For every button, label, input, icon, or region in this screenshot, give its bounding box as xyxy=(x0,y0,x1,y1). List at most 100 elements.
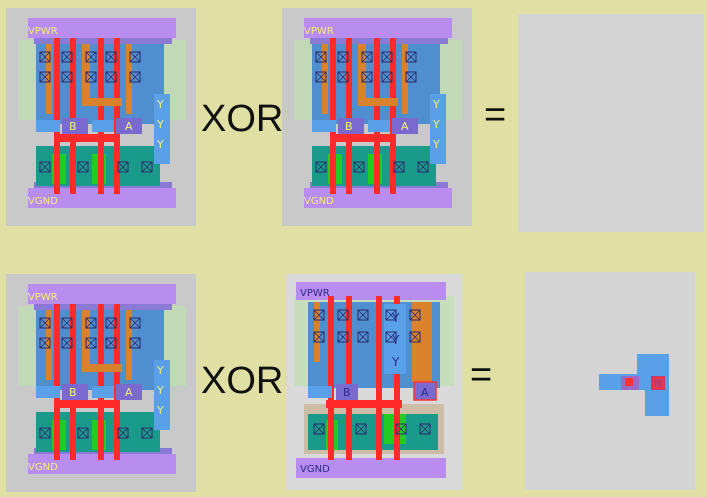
contact-cross xyxy=(337,71,349,83)
contact-icon xyxy=(419,423,431,435)
label-y: Y xyxy=(156,364,164,377)
contact-cross xyxy=(419,423,431,435)
diff-contact xyxy=(652,377,664,389)
li-strap xyxy=(402,44,408,114)
metal-pad xyxy=(312,120,336,132)
input-pad-b xyxy=(336,384,358,400)
poly-gate xyxy=(346,38,352,194)
label-y: Y xyxy=(432,118,440,131)
contact-icon xyxy=(39,427,51,439)
metal-pad xyxy=(92,386,114,398)
contact-icon xyxy=(395,423,407,435)
contact-icon xyxy=(85,51,97,63)
contact-cross xyxy=(141,161,153,173)
contact-cross xyxy=(409,331,421,343)
label-b: B xyxy=(69,386,77,399)
metal-pad xyxy=(36,386,60,398)
contact-icon xyxy=(117,161,129,173)
contact-cross xyxy=(405,51,417,63)
contact-icon xyxy=(417,161,429,173)
label-vgnd: VGND xyxy=(304,196,334,207)
label-y: Y xyxy=(391,333,400,347)
poly-gate xyxy=(98,38,104,194)
contact-cross xyxy=(393,161,405,173)
poly-gate xyxy=(98,304,104,460)
contact-icon xyxy=(315,71,327,83)
poly-gate xyxy=(54,38,60,194)
xor-result-empty xyxy=(518,14,704,232)
contact-icon xyxy=(381,51,393,63)
poly-bridge xyxy=(330,134,390,142)
poly-gate xyxy=(390,38,396,194)
contact-icon xyxy=(61,71,73,83)
contact-cross xyxy=(39,51,51,63)
poly-gate xyxy=(54,304,60,460)
contact-cross xyxy=(39,317,51,329)
contact-cross xyxy=(313,309,325,321)
input-pad-b xyxy=(338,118,364,134)
contact-cross xyxy=(313,423,325,435)
contact-icon xyxy=(129,51,141,63)
vpwr-rail xyxy=(304,18,452,38)
poly-gate xyxy=(114,38,120,194)
label-vpwr: VPWR xyxy=(304,26,334,37)
contact-cross xyxy=(129,317,141,329)
contact-cross xyxy=(409,309,421,321)
contact-icon xyxy=(405,71,417,83)
layout-row2-right-modified: VPWR VGND B A Y Y Y xyxy=(286,274,462,490)
contact-icon xyxy=(39,317,51,329)
layout-row2-left: VPWR VGND B A Y Y Y xyxy=(6,274,196,492)
contact-icon xyxy=(361,51,373,63)
contact-cross xyxy=(141,427,153,439)
contact-icon xyxy=(337,331,349,343)
contact-cross xyxy=(337,309,349,321)
metal-pad xyxy=(36,120,60,132)
contact-cross xyxy=(85,51,97,63)
poly-gate xyxy=(330,38,336,194)
y-metal xyxy=(154,360,170,430)
li-strap xyxy=(358,98,398,106)
contact-cross xyxy=(129,51,141,63)
label-y: Y xyxy=(156,404,164,417)
contact-icon xyxy=(141,427,153,439)
label-vpwr: VPWR xyxy=(300,288,330,299)
contact-icon xyxy=(409,331,421,343)
contact-cross xyxy=(39,161,51,173)
contact-cross xyxy=(315,71,327,83)
contact-icon xyxy=(355,423,367,435)
contact-icon xyxy=(385,331,397,343)
equals-sign: = xyxy=(484,94,507,136)
label-y: Y xyxy=(391,311,400,325)
contact-cross xyxy=(105,71,117,83)
contact-icon xyxy=(61,337,73,349)
contact-cross xyxy=(105,51,117,63)
poly-gate xyxy=(70,304,76,460)
li-strap xyxy=(46,44,52,114)
contact-icon xyxy=(129,317,141,329)
li-strap xyxy=(126,44,132,114)
contact-cross xyxy=(77,161,89,173)
vgnd-rail xyxy=(28,454,176,474)
xor-operator: XOR xyxy=(201,360,284,402)
vgnd-rail xyxy=(28,188,176,208)
poly-gate xyxy=(376,296,382,460)
contact-icon xyxy=(105,51,117,63)
contact-icon xyxy=(77,427,89,439)
contact-cross xyxy=(417,161,429,173)
contact-icon xyxy=(39,51,51,63)
contact-icon xyxy=(105,71,117,83)
contact-icon xyxy=(385,309,397,321)
label-vgnd: VGND xyxy=(28,462,58,473)
vpwr-rail xyxy=(296,282,446,300)
contact-cross xyxy=(85,71,97,83)
contact-icon xyxy=(409,309,421,321)
poly-gate xyxy=(70,38,76,194)
contact-cross xyxy=(61,51,73,63)
metal-strip xyxy=(384,304,406,374)
input-pad-a xyxy=(116,118,142,134)
label-y: Y xyxy=(156,384,164,397)
label-vgnd: VGND xyxy=(300,464,330,475)
vpwr-rail xyxy=(28,18,176,38)
